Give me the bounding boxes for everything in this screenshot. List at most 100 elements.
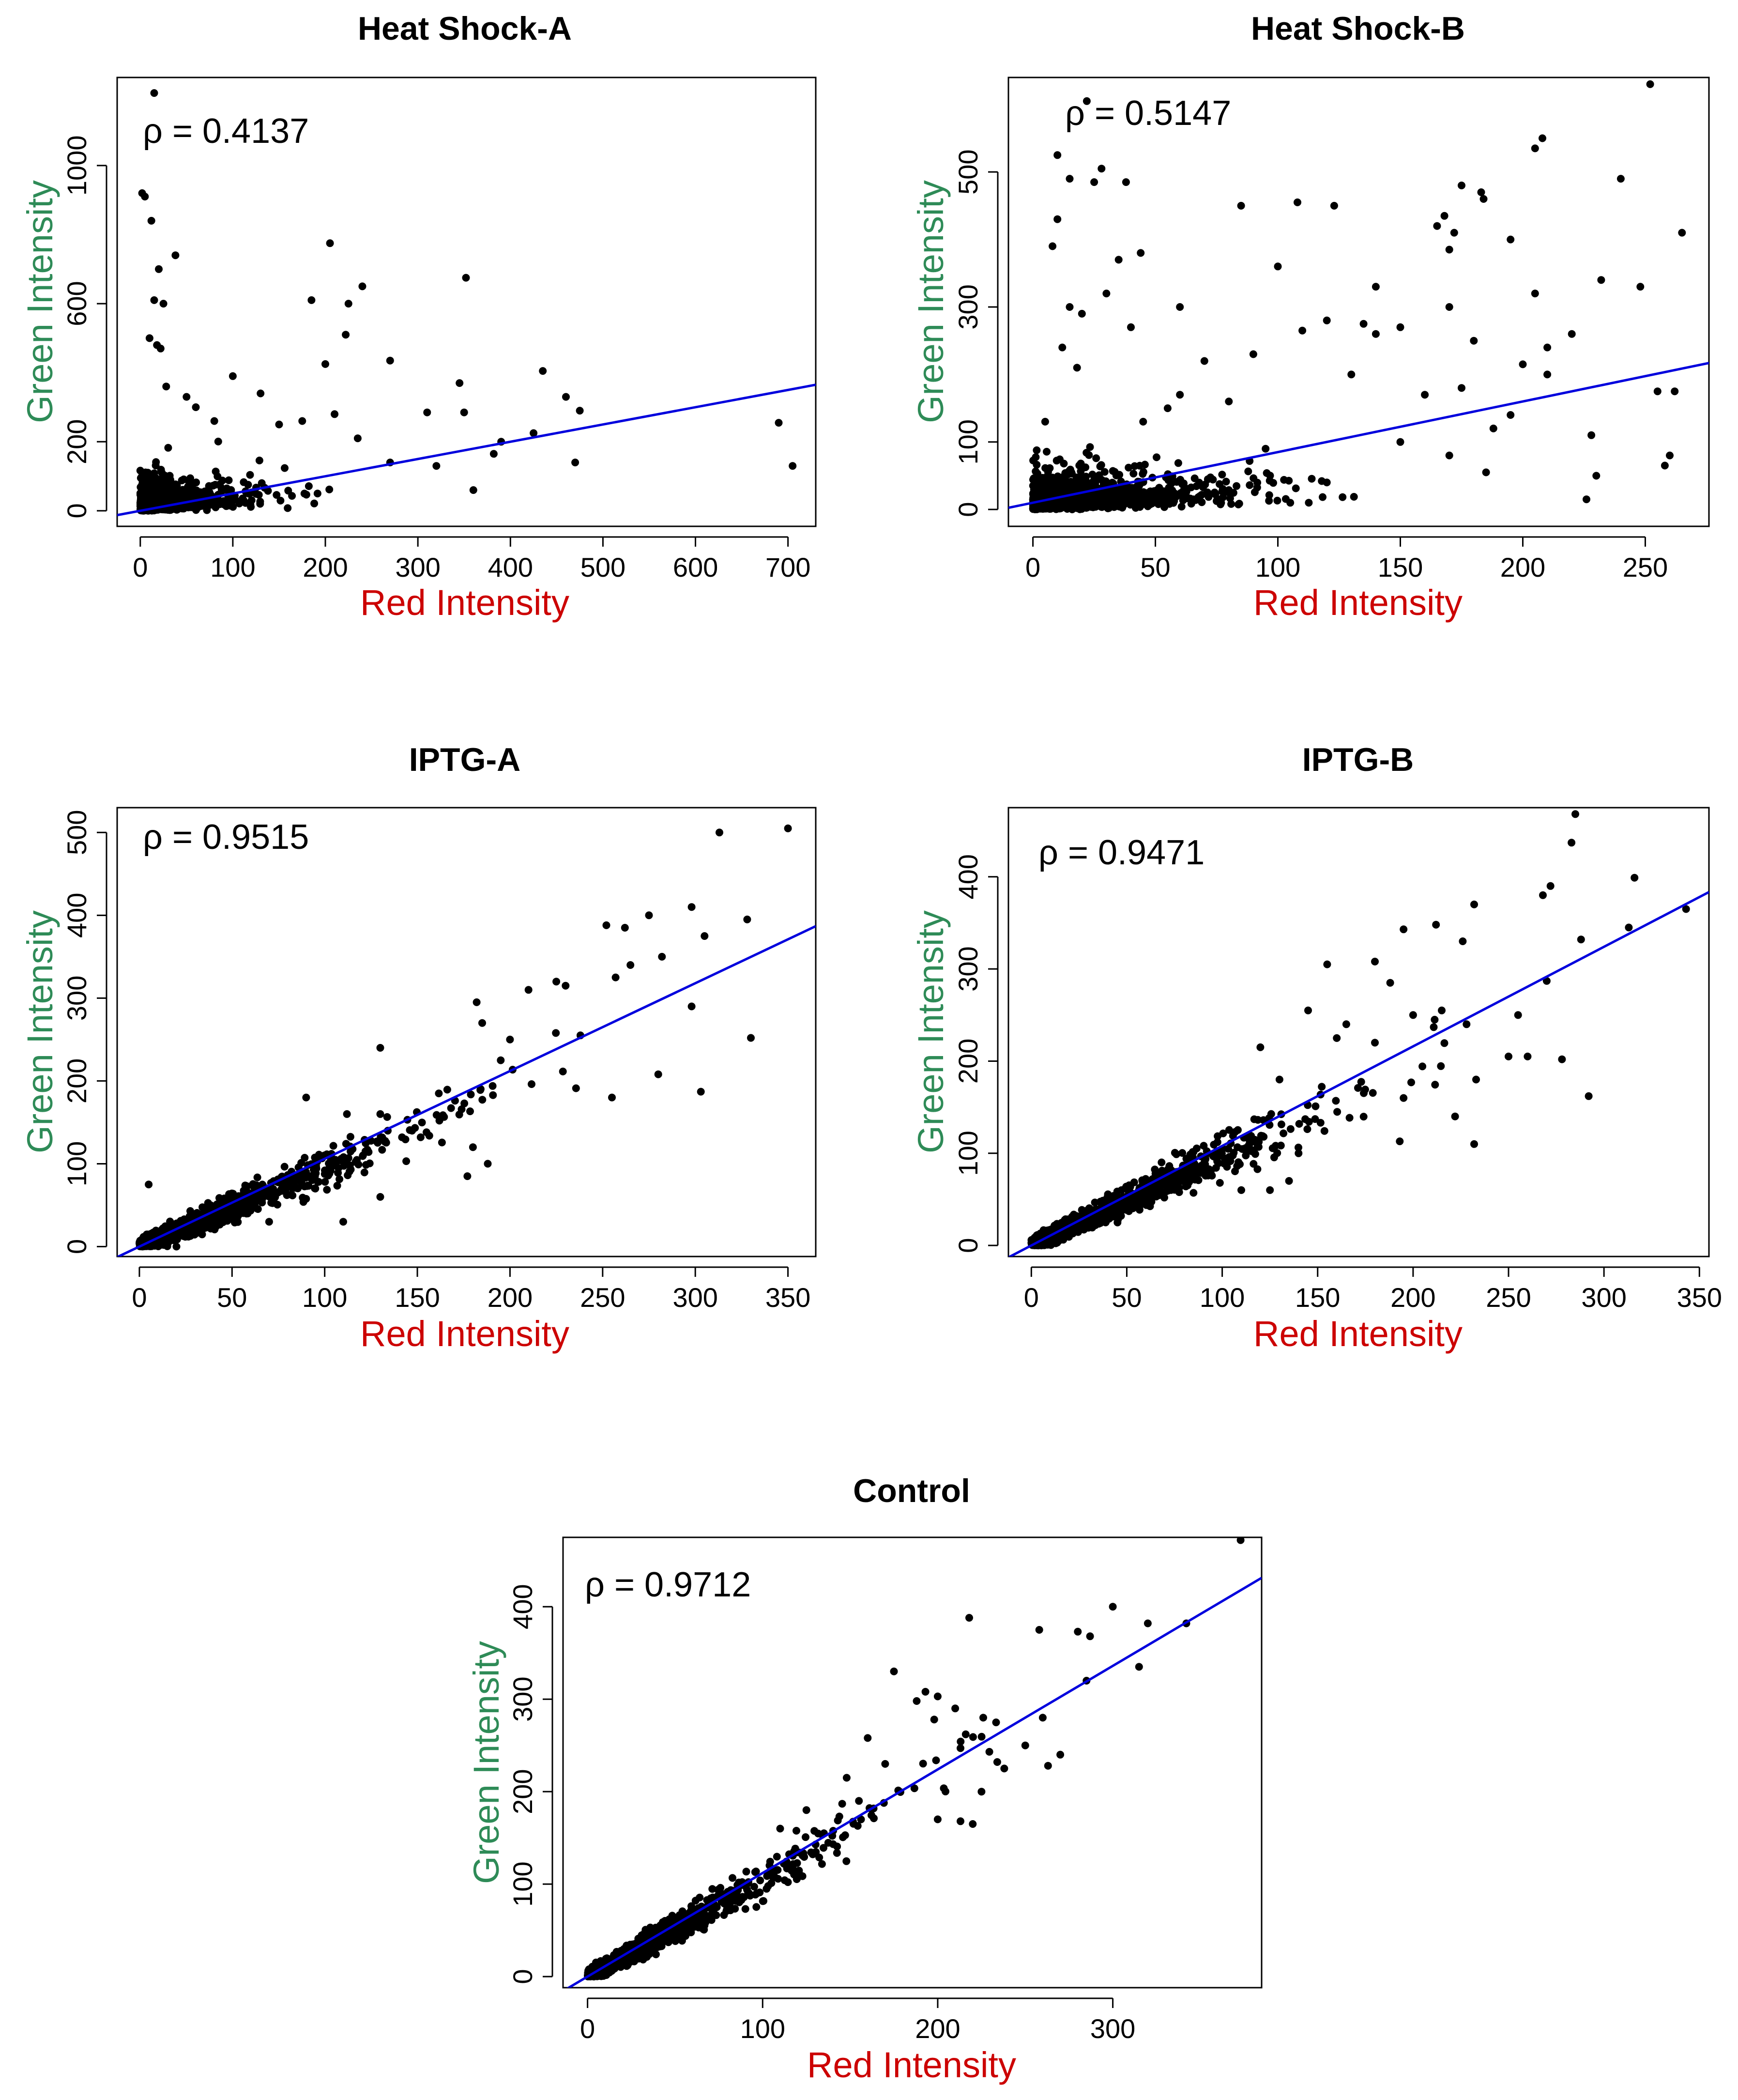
data-point bbox=[216, 480, 224, 489]
data-point bbox=[1592, 472, 1601, 480]
x-axis-label: Red Intensity bbox=[360, 1314, 569, 1354]
data-point bbox=[1114, 256, 1123, 264]
y-tick-label: 200 bbox=[953, 1039, 983, 1084]
data-point bbox=[528, 1080, 535, 1088]
data-point bbox=[1136, 461, 1144, 470]
x-axis-label: Red Intensity bbox=[1253, 1314, 1463, 1354]
y-tick-label: 600 bbox=[61, 281, 92, 326]
data-point bbox=[1260, 1133, 1268, 1141]
data-point bbox=[1214, 1132, 1222, 1140]
x-tick-label: 350 bbox=[765, 1282, 810, 1313]
data-point bbox=[1671, 387, 1679, 396]
data-point bbox=[1244, 467, 1252, 475]
data-point bbox=[1242, 1151, 1250, 1160]
data-point bbox=[1234, 1143, 1242, 1151]
data-point bbox=[1342, 1020, 1350, 1028]
data-point bbox=[423, 408, 431, 416]
data-point bbox=[1029, 475, 1037, 484]
data-point bbox=[1177, 503, 1186, 511]
data-point bbox=[1135, 1206, 1143, 1214]
data-point bbox=[1047, 475, 1055, 483]
data-point bbox=[152, 461, 160, 470]
data-point bbox=[1531, 290, 1539, 298]
data-point bbox=[1100, 468, 1109, 476]
data-point bbox=[1286, 499, 1295, 507]
data-point bbox=[1303, 1125, 1311, 1133]
data-point bbox=[1275, 1075, 1283, 1084]
data-point bbox=[241, 1181, 249, 1190]
plot-frame bbox=[116, 77, 817, 527]
data-point bbox=[1292, 484, 1300, 492]
data-point bbox=[381, 1138, 389, 1146]
data-point bbox=[1277, 1120, 1285, 1129]
data-point bbox=[1400, 1094, 1408, 1102]
regression-line bbox=[117, 925, 816, 1257]
data-point bbox=[257, 389, 265, 398]
data-point bbox=[184, 1225, 193, 1233]
data-point bbox=[1482, 468, 1490, 476]
data-point bbox=[1472, 1075, 1480, 1084]
data-point bbox=[1250, 474, 1258, 482]
data-point bbox=[1192, 482, 1201, 491]
y-tick-label: 200 bbox=[61, 1058, 92, 1104]
x-tick-label: 200 bbox=[1390, 1282, 1435, 1313]
data-point bbox=[1226, 494, 1234, 503]
data-point bbox=[1053, 215, 1062, 223]
data-point bbox=[1182, 488, 1190, 496]
data-point bbox=[333, 1181, 341, 1190]
data-point bbox=[1247, 1132, 1255, 1140]
data-point bbox=[1223, 1163, 1231, 1171]
x-axis: 0 50 100 150 200 250 300 350 bbox=[1024, 1266, 1722, 1313]
data-point bbox=[1145, 1191, 1154, 1199]
data-point bbox=[1318, 1083, 1326, 1091]
y-tick-label: 200 bbox=[61, 419, 92, 464]
data-point bbox=[192, 403, 200, 411]
data-point bbox=[1587, 431, 1596, 439]
data-point bbox=[183, 393, 191, 401]
data-point bbox=[1178, 1149, 1187, 1157]
data-point bbox=[196, 502, 204, 510]
data-point bbox=[1277, 1141, 1285, 1150]
data-point bbox=[1359, 1113, 1368, 1121]
data-point bbox=[1068, 470, 1076, 478]
data-point bbox=[334, 1169, 342, 1177]
data-point bbox=[1250, 1160, 1258, 1168]
data-point bbox=[376, 1044, 384, 1052]
data-point bbox=[497, 1056, 505, 1064]
data-point bbox=[1225, 398, 1233, 406]
x-tick-label: 700 bbox=[765, 552, 810, 582]
data-point bbox=[1082, 97, 1091, 105]
data-point bbox=[1088, 471, 1097, 478]
data-point bbox=[376, 1110, 384, 1118]
x-axis-label: Red Intensity bbox=[1253, 582, 1463, 623]
data-point bbox=[562, 981, 570, 990]
data-point bbox=[1285, 1177, 1293, 1185]
data-point bbox=[1285, 476, 1293, 485]
x-tick-label: 300 bbox=[395, 552, 440, 582]
data-point bbox=[1431, 1015, 1439, 1024]
data-point bbox=[1202, 1172, 1210, 1180]
data-point bbox=[1225, 1126, 1233, 1134]
data-point bbox=[1092, 454, 1100, 462]
data-point bbox=[1431, 1081, 1439, 1089]
data-point bbox=[1099, 1210, 1108, 1218]
data-point bbox=[169, 1236, 177, 1244]
x-axis: 0 100 200 300 400 500 600 700 bbox=[133, 536, 810, 582]
data-point bbox=[1201, 1156, 1209, 1165]
data-point bbox=[1438, 1006, 1446, 1014]
data-point bbox=[162, 492, 170, 501]
data-point bbox=[469, 486, 477, 494]
data-point bbox=[1357, 1078, 1365, 1086]
data-point bbox=[1071, 1213, 1080, 1221]
x-axis: 0 100 200 300 bbox=[580, 1997, 1135, 2044]
data-point bbox=[1097, 461, 1105, 469]
data-point bbox=[1065, 497, 1073, 506]
x-tick-label: 50 bbox=[217, 1282, 247, 1313]
y-tick-label: 200 bbox=[507, 1769, 538, 1814]
data-point bbox=[1470, 900, 1478, 908]
data-point bbox=[1160, 503, 1169, 511]
data-point bbox=[467, 1090, 475, 1099]
data-point bbox=[466, 1107, 474, 1116]
